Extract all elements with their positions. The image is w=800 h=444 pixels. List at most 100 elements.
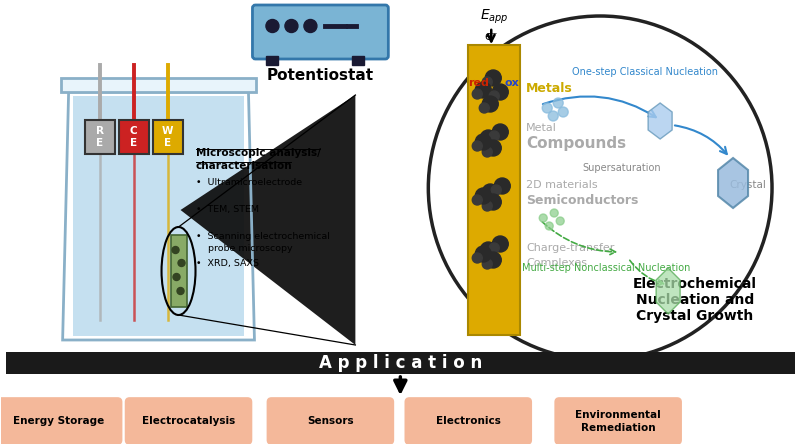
FancyBboxPatch shape (406, 398, 531, 444)
Circle shape (472, 253, 482, 263)
FancyBboxPatch shape (266, 56, 278, 65)
Circle shape (304, 20, 317, 32)
Text: •  Ultramicroelectrode: • Ultramicroelectrode (195, 178, 302, 187)
Text: Electronics: Electronics (436, 416, 501, 426)
Circle shape (492, 84, 508, 100)
Circle shape (539, 214, 547, 222)
FancyBboxPatch shape (267, 398, 394, 444)
Text: probe microscopy: probe microscopy (207, 244, 292, 253)
Text: $E_{app}$: $E_{app}$ (480, 8, 509, 26)
Text: •  TEM, STEM: • TEM, STEM (195, 205, 258, 214)
Text: A p p l i c a t i o n: A p p l i c a t i o n (318, 354, 482, 372)
Text: Crystal: Crystal (730, 180, 766, 190)
FancyBboxPatch shape (6, 352, 795, 374)
Text: ox: ox (505, 78, 520, 88)
Circle shape (542, 103, 552, 113)
FancyBboxPatch shape (61, 78, 257, 92)
Text: Compounds: Compounds (526, 135, 626, 151)
Circle shape (475, 82, 491, 98)
Circle shape (550, 209, 558, 217)
Circle shape (546, 222, 554, 230)
Text: Complexes: Complexes (526, 258, 587, 268)
Circle shape (172, 246, 179, 254)
Text: Electrocatalysis: Electrocatalysis (142, 416, 235, 426)
Polygon shape (181, 95, 355, 345)
Circle shape (472, 195, 482, 205)
FancyBboxPatch shape (126, 398, 251, 444)
Text: Energy Storage: Energy Storage (13, 416, 104, 426)
Text: Sensors: Sensors (307, 416, 354, 426)
Text: Microscopic analysis/: Microscopic analysis/ (195, 148, 320, 158)
Text: W: W (162, 126, 174, 136)
Text: •  Scanning electrochemical: • Scanning electrochemical (195, 232, 330, 241)
Circle shape (173, 274, 180, 281)
Text: 2D materials: 2D materials (526, 180, 598, 190)
Circle shape (490, 243, 499, 253)
Circle shape (472, 141, 482, 151)
Circle shape (482, 147, 492, 157)
Circle shape (492, 124, 508, 140)
Circle shape (548, 111, 558, 121)
Text: •  XRD, SAXS: • XRD, SAXS (195, 259, 258, 268)
Polygon shape (718, 158, 748, 208)
Text: characterisation: characterisation (195, 161, 292, 171)
Text: Multi-step Nonclassical Nucleation: Multi-step Nonclassical Nucleation (522, 263, 690, 273)
Text: Potentiostat: Potentiostat (267, 68, 374, 83)
Circle shape (475, 188, 491, 204)
Circle shape (486, 70, 502, 86)
Text: E: E (130, 138, 137, 148)
Polygon shape (648, 103, 672, 139)
Circle shape (492, 236, 508, 252)
Polygon shape (73, 96, 245, 336)
Circle shape (475, 134, 491, 150)
Circle shape (472, 89, 482, 99)
Text: R: R (95, 126, 103, 136)
Circle shape (480, 242, 496, 258)
FancyBboxPatch shape (170, 235, 186, 307)
Text: E: E (164, 138, 171, 148)
Polygon shape (656, 268, 680, 314)
FancyBboxPatch shape (253, 5, 388, 59)
FancyBboxPatch shape (153, 120, 182, 154)
Text: Semiconductors: Semiconductors (526, 194, 638, 206)
Text: E: E (96, 138, 103, 148)
Circle shape (266, 20, 279, 32)
Circle shape (479, 103, 490, 113)
Circle shape (482, 259, 492, 269)
Circle shape (478, 137, 487, 147)
Circle shape (554, 98, 563, 108)
FancyBboxPatch shape (118, 120, 149, 154)
Circle shape (494, 178, 510, 194)
Text: Environmental: Environmental (575, 410, 661, 420)
Circle shape (486, 194, 502, 210)
Circle shape (479, 191, 490, 201)
Circle shape (490, 131, 499, 141)
Circle shape (482, 77, 492, 87)
Text: Remediation: Remediation (581, 423, 655, 433)
Circle shape (486, 252, 502, 268)
Circle shape (482, 201, 492, 211)
Circle shape (478, 249, 487, 259)
Circle shape (491, 185, 502, 195)
Circle shape (558, 107, 568, 117)
FancyBboxPatch shape (352, 56, 364, 65)
Text: One-step Classical Nucleation: One-step Classical Nucleation (572, 67, 718, 77)
Circle shape (475, 246, 491, 262)
Circle shape (177, 288, 184, 294)
Circle shape (285, 20, 298, 32)
Circle shape (486, 140, 502, 156)
Text: Supersaturation: Supersaturation (583, 163, 662, 173)
FancyBboxPatch shape (468, 45, 520, 335)
Text: C: C (130, 126, 138, 136)
Text: red: red (468, 78, 489, 88)
Circle shape (178, 259, 185, 266)
FancyBboxPatch shape (0, 398, 122, 444)
FancyBboxPatch shape (555, 398, 681, 444)
Circle shape (482, 184, 498, 200)
Circle shape (482, 96, 498, 112)
Circle shape (556, 217, 564, 225)
Circle shape (428, 16, 772, 360)
Text: Metals: Metals (526, 82, 573, 95)
Circle shape (480, 130, 496, 146)
Circle shape (490, 91, 499, 101)
